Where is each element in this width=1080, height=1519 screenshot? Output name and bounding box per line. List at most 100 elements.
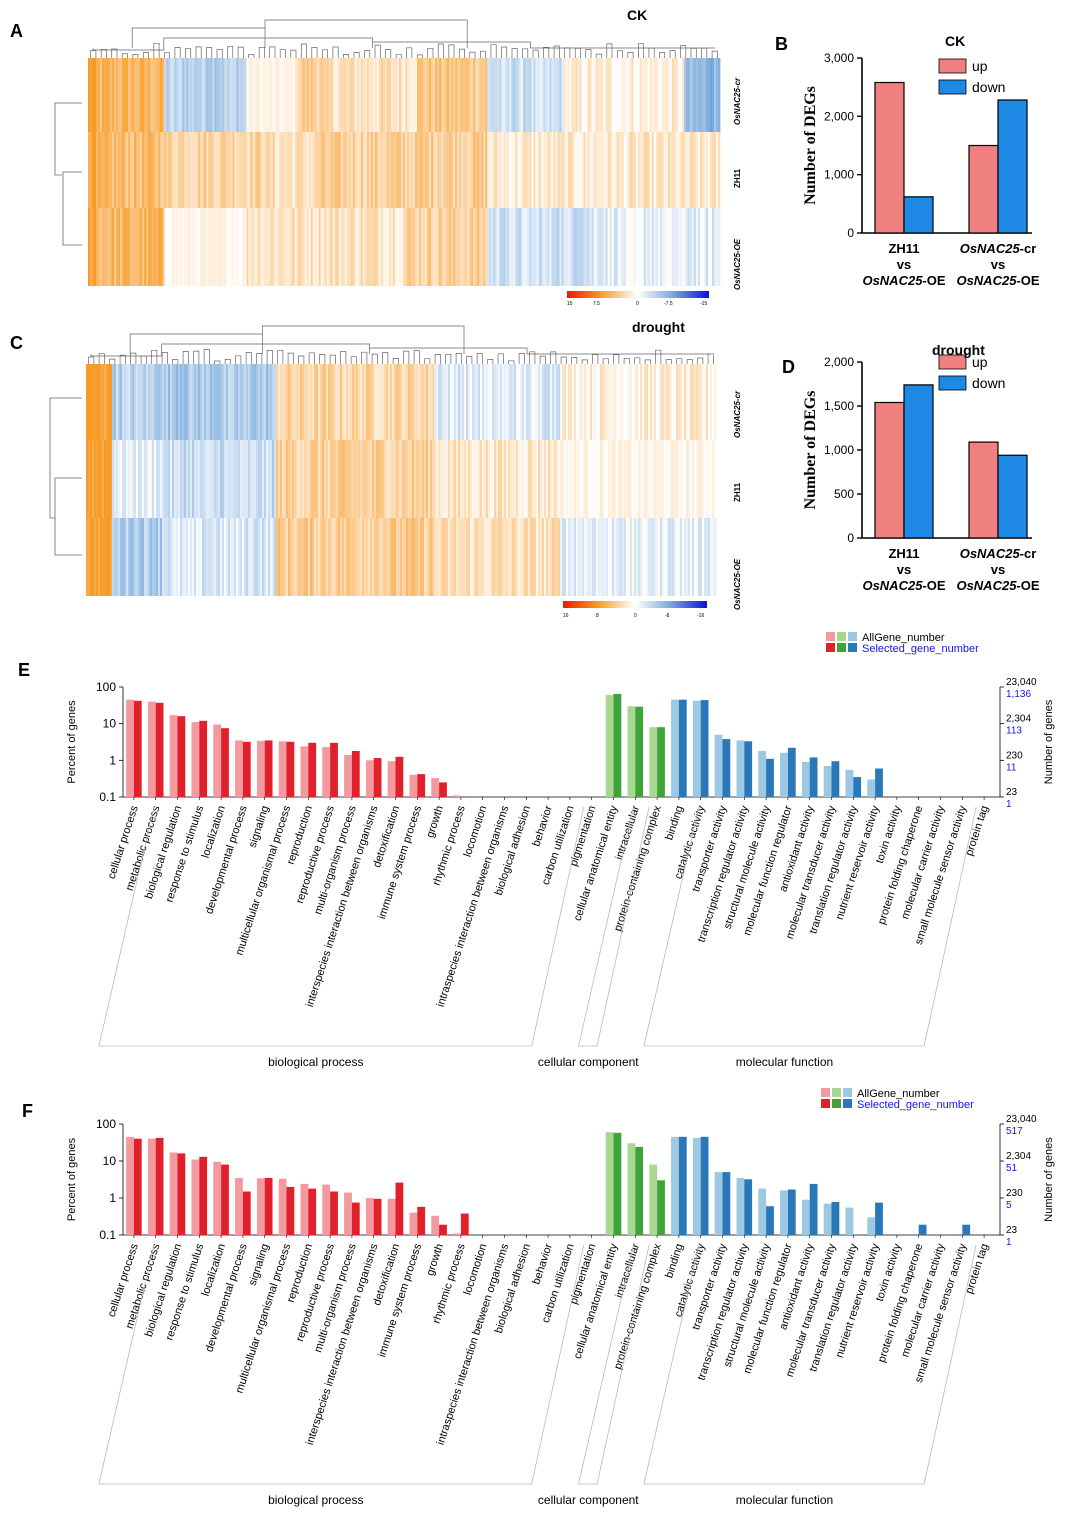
- heatmap-cell: [605, 132, 609, 208]
- go-bar: [831, 761, 840, 797]
- heatmap-cell: [154, 518, 157, 596]
- heatmap-cell: [346, 518, 349, 596]
- heatmap-cell: [182, 58, 185, 132]
- heatmap-cell: [134, 208, 137, 286]
- heatmap-cell: [274, 132, 277, 208]
- heatmap-cell: [252, 364, 255, 440]
- heatmap-cell: [400, 58, 404, 132]
- heatmap-cell: [272, 440, 275, 518]
- y-tick-label: 0: [847, 531, 854, 545]
- heatmap-cell: [656, 364, 659, 440]
- go-bar: [700, 1136, 709, 1235]
- heatmap-cell: [660, 440, 663, 518]
- heatmap-cell: [599, 132, 603, 208]
- go-bar: [678, 1136, 687, 1235]
- heatmap-cell: [172, 440, 175, 518]
- heatmap-cell: [98, 132, 101, 208]
- heatmap-cell: [162, 58, 165, 132]
- legend-swatch: [837, 632, 846, 641]
- heatmap-cell: [548, 364, 551, 440]
- heatmap-cell: [202, 58, 205, 132]
- heatmap-cell: [322, 58, 326, 132]
- y2-tick-label: 23: [1006, 1225, 1018, 1236]
- heatmap-cell: [150, 58, 153, 132]
- group-bracket: [577, 806, 650, 1047]
- heatmap-cell: [414, 440, 417, 518]
- go-bar: [126, 699, 134, 797]
- heatmap-cell: [440, 518, 443, 596]
- heatmap-cell: [128, 208, 131, 286]
- heatmap-cell: [664, 440, 667, 518]
- legend-swatch: [837, 643, 846, 652]
- heatmap-cell: [503, 58, 506, 132]
- heatmap-cell: [637, 58, 641, 132]
- heatmap-cell: [642, 518, 645, 596]
- scale-label: 0: [636, 301, 639, 307]
- heatmap-cell: [456, 440, 459, 518]
- heatmap-cell: [432, 364, 435, 440]
- heatmap-cell: [314, 208, 318, 286]
- heatmap-cell: [284, 518, 287, 596]
- heatmap-cell: [467, 208, 470, 286]
- heatmap-cell: [264, 518, 267, 596]
- heatmap-cell: [374, 132, 378, 208]
- heatmap-cell: [520, 364, 523, 440]
- heatmap-cell: [326, 132, 330, 208]
- heatmap-cell: [481, 58, 484, 132]
- heatmap-cell: [206, 208, 209, 286]
- heatmap-cell: [438, 364, 441, 440]
- heatmap-cell: [248, 58, 251, 132]
- heatmap-cell: [665, 208, 669, 286]
- heatmap-cell: [156, 208, 159, 286]
- heatmap-cell: [352, 364, 355, 440]
- heatmap-cell: [374, 208, 378, 286]
- heatmap-cell: [425, 58, 428, 132]
- heatmap-cell: [190, 440, 193, 518]
- heatmap-cell: [454, 440, 457, 518]
- heatmap-cell: [296, 58, 300, 132]
- heatmap-cell: [302, 132, 306, 208]
- heatmap-cell: [558, 518, 561, 596]
- heatmap-cell: [505, 208, 508, 286]
- heatmap-cell: [242, 132, 245, 208]
- heatmap-cell: [378, 132, 382, 208]
- heatmap-cell: [471, 132, 474, 208]
- heatmap-cell: [260, 208, 263, 286]
- heatmap-cell: [710, 364, 713, 440]
- heatmap-cell: [494, 364, 497, 440]
- heatmap-cell: [162, 208, 165, 286]
- heatmap-cell: [504, 364, 507, 440]
- go-bar: [169, 715, 178, 797]
- heatmap-cell: [429, 132, 432, 208]
- heatmap-cell: [290, 440, 293, 518]
- heatmap-cell: [680, 440, 683, 518]
- heatmap-cell: [596, 440, 599, 518]
- heatmap-cell: [591, 58, 594, 132]
- heatmap-row-label: OsNAC25-OE: [733, 238, 742, 290]
- heatmap-cell: [224, 58, 227, 132]
- heatmap-cell: [248, 364, 251, 440]
- heatmap-cell: [633, 208, 637, 286]
- heatmap-cell: [204, 440, 207, 518]
- heatmap-cell: [270, 440, 273, 518]
- heatmap-cell: [296, 132, 300, 208]
- heatmap-cell: [312, 58, 316, 132]
- heatmap-cell: [625, 58, 629, 132]
- heatmap-cell: [198, 208, 201, 286]
- go-bar: [627, 706, 636, 797]
- heatmap-cell: [320, 518, 323, 596]
- heatmap-cell: [480, 364, 483, 440]
- heatmap-cell: [467, 132, 470, 208]
- heatmap-cell: [644, 518, 647, 596]
- heatmap-cell: [530, 440, 533, 518]
- heatmap-cell: [607, 132, 611, 208]
- heatmap-cell: [204, 132, 207, 208]
- heatmap-cell: [699, 58, 703, 132]
- heatmap-cell: [654, 518, 657, 596]
- heatmap-cell: [618, 518, 621, 596]
- heatmap-cell: [312, 518, 315, 596]
- heatmap-cell: [509, 58, 512, 132]
- heatmap-cell: [484, 364, 487, 440]
- heatmap-cell: [610, 518, 613, 596]
- heatmap-cell: [146, 132, 149, 208]
